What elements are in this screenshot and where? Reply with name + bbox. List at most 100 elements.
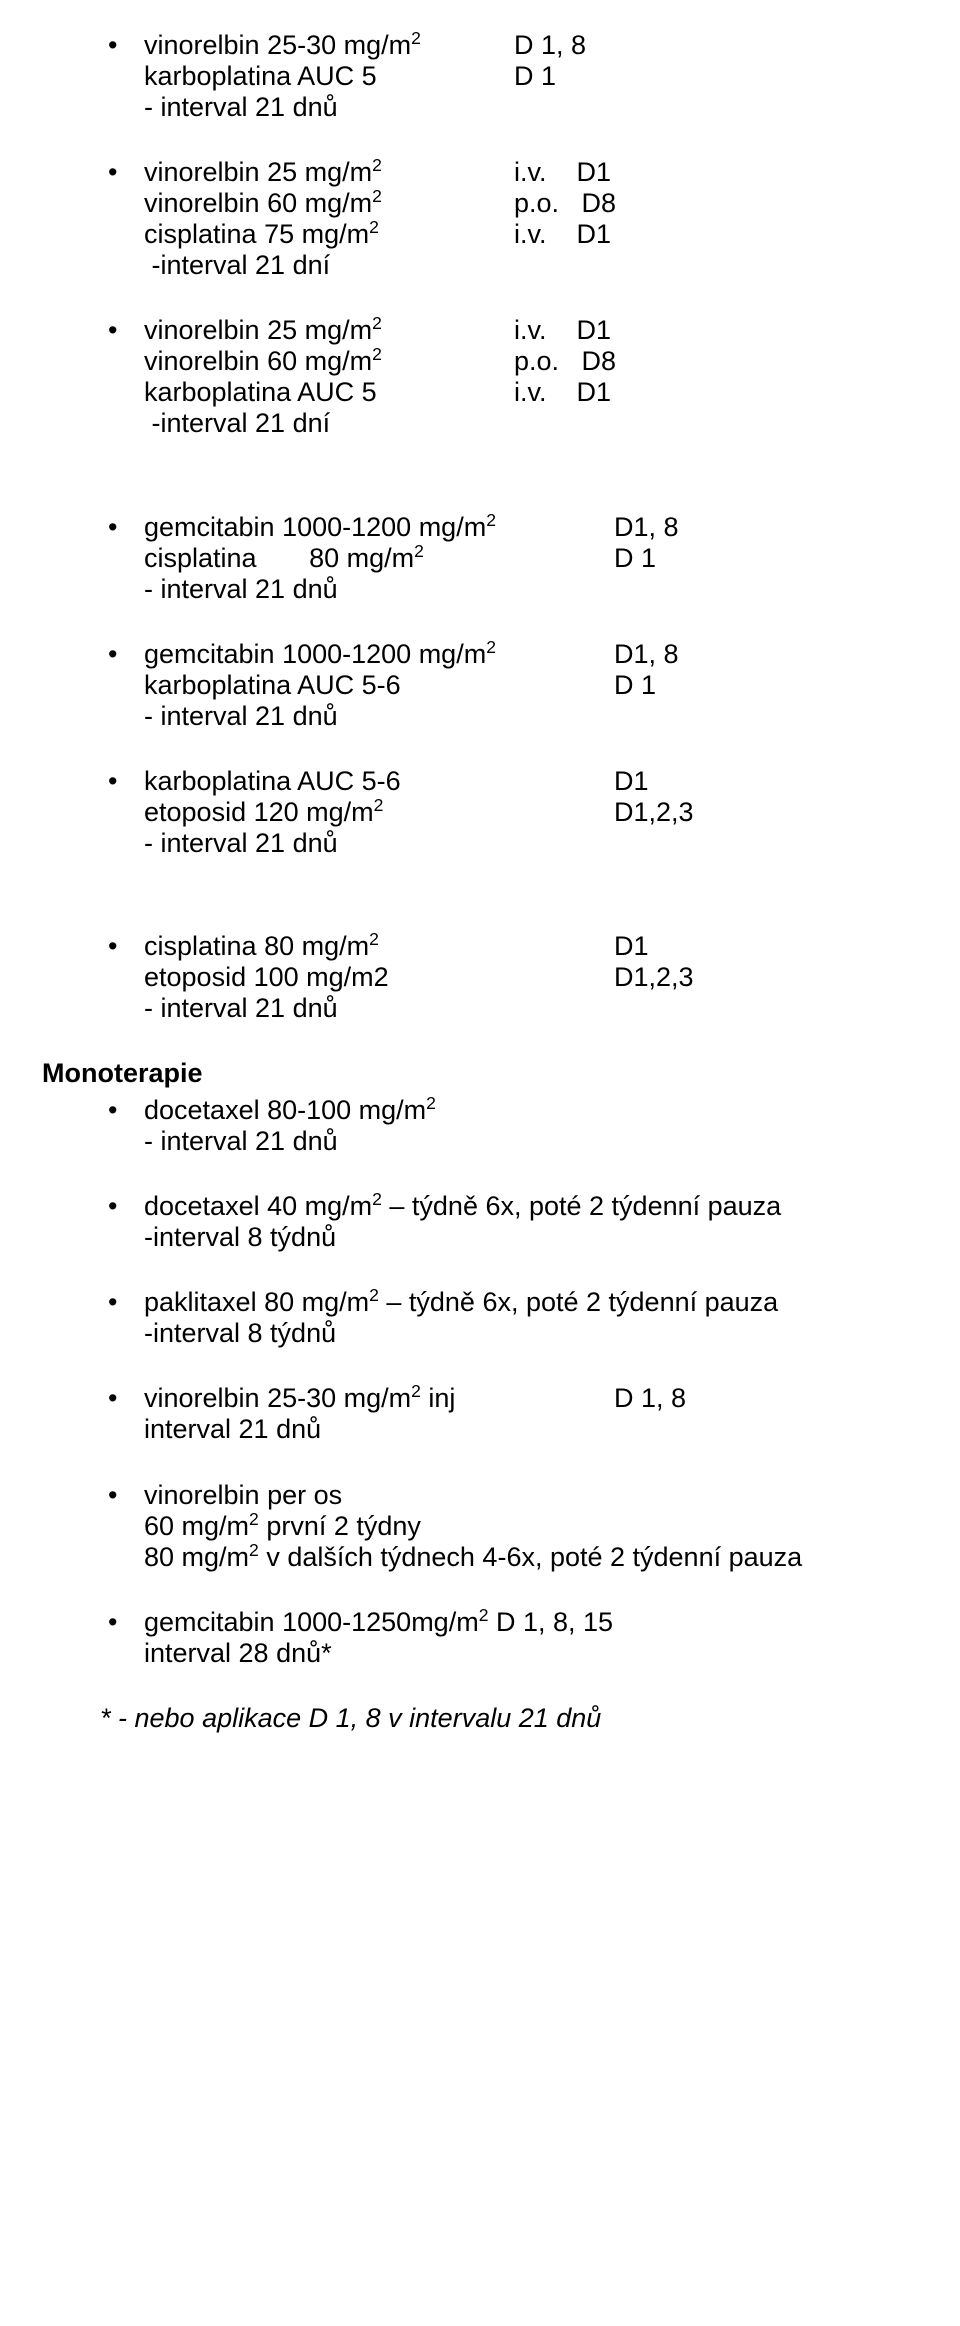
section-heading: Monoterapie (42, 1058, 960, 1089)
regimen-line: - interval 21 dnů (144, 701, 960, 732)
drug-text: vinorelbin 25-30 mg/m2 (144, 30, 514, 61)
schedule-text: D 1, 8 (614, 1383, 686, 1414)
schedule-text: D1,2,3 (614, 962, 694, 993)
regimen-line: karboplatina AUC 5-6D 1 (144, 670, 960, 701)
schedule-text: D 1 (614, 543, 656, 574)
drug-text: - interval 21 dnů (144, 1126, 338, 1157)
schedule-text: D 1, 8 (514, 30, 586, 61)
drug-text: vinorelbin per os (144, 1480, 342, 1511)
regimen-line: paklitaxel 80 mg/m2 – týdně 6x, poté 2 t… (144, 1287, 960, 1318)
regimen-line: vinorelbin 25-30 mg/m2 injD 1, 8 (144, 1383, 960, 1414)
drug-text: -interval 21 dní (144, 408, 330, 439)
drug-text: gemcitabin 1000-1250mg/m2 D 1, 8, 15 (144, 1607, 613, 1638)
regimen-item: vinorelbin 25 mg/m2i.v. D1vinorelbin 60 … (100, 157, 960, 281)
regimen-line: -interval 8 týdnů (144, 1318, 960, 1349)
regimen-line: - interval 21 dnů (144, 1126, 960, 1157)
regimen-item: gemcitabin 1000-1200 mg/m2D1, 8cisplatin… (100, 512, 960, 605)
regimen-line: gemcitabin 1000-1250mg/m2 D 1, 8, 15 (144, 1607, 960, 1638)
regimen-line: docetaxel 80-100 mg/m2 (144, 1095, 960, 1126)
drug-text: vinorelbin 25 mg/m2 (144, 315, 514, 346)
regimen-line: karboplatina AUC 5i.v. D1 (144, 377, 960, 408)
regimen-line: vinorelbin 60 mg/m2p.o. D8 (144, 346, 960, 377)
drug-text: interval 28 dnů* (144, 1638, 332, 1669)
drug-text: paklitaxel 80 mg/m2 – týdně 6x, poté 2 t… (144, 1287, 778, 1318)
section-gap (100, 474, 960, 512)
section-gap (100, 893, 960, 931)
drug-text: vinorelbin 60 mg/m2 (144, 188, 514, 219)
drug-text: karboplatina AUC 5-6 (144, 766, 614, 797)
drug-text: -interval 8 týdnů (144, 1318, 336, 1349)
drug-text: -interval 21 dní (144, 250, 330, 281)
regimen-line: karboplatina AUC 5D 1 (144, 61, 960, 92)
regimen-line: - interval 21 dnů (144, 993, 960, 1024)
regimen-line: gemcitabin 1000-1200 mg/m2D1, 8 (144, 639, 960, 670)
drug-text: gemcitabin 1000-1200 mg/m2 (144, 639, 614, 670)
schedule-text: D1, 8 (614, 512, 679, 543)
drug-text: gemcitabin 1000-1200 mg/m2 (144, 512, 614, 543)
regimen-line: interval 21 dnů (144, 1414, 960, 1445)
regimen-item: cisplatina 80 mg/m2D1etoposid 100 mg/m2D… (100, 931, 960, 1024)
drug-text: cisplatina 75 mg/m2 (144, 219, 514, 250)
regimen-item: vinorelbin 25 mg/m2i.v. D1vinorelbin 60 … (100, 315, 960, 439)
schedule-text: D1,2,3 (614, 797, 694, 828)
regimen-item: vinorelbin 25-30 mg/m2D 1, 8karboplatina… (100, 30, 960, 123)
schedule-text: D1 (614, 931, 649, 962)
drug-text: karboplatina AUC 5 (144, 377, 514, 408)
drug-text: 60 mg/m2 první 2 týdny (144, 1511, 421, 1542)
schedule-text: D 1 (614, 670, 656, 701)
drug-text: interval 21 dnů (144, 1414, 321, 1445)
regimen-list: vinorelbin 25-30 mg/m2D 1, 8karboplatina… (100, 30, 960, 1669)
regimen-line: vinorelbin 25 mg/m2i.v. D1 (144, 157, 960, 188)
drug-text: karboplatina AUC 5 (144, 61, 514, 92)
schedule-text: p.o. D8 (514, 188, 616, 219)
schedule-text: i.v. D1 (514, 377, 611, 408)
footnote: * - nebo aplikace D 1, 8 v intervalu 21 … (100, 1703, 960, 1734)
regimen-item: docetaxel 40 mg/m2 – týdně 6x, poté 2 tý… (100, 1191, 960, 1253)
regimen-item: gemcitabin 1000-1200 mg/m2D1, 8karboplat… (100, 639, 960, 732)
drug-text: vinorelbin 25 mg/m2 (144, 157, 514, 188)
regimen-line: 60 mg/m2 první 2 týdny (144, 1511, 960, 1542)
regimen-item: gemcitabin 1000-1250mg/m2 D 1, 8, 15inte… (100, 1607, 960, 1669)
drug-text: etoposid 120 mg/m2 (144, 797, 614, 828)
regimen-item: karboplatina AUC 5-6D1etoposid 120 mg/m2… (100, 766, 960, 859)
schedule-text: i.v. D1 (514, 157, 611, 188)
drug-text: docetaxel 80-100 mg/m2 (144, 1095, 436, 1126)
regimen-item: vinorelbin per os60 mg/m2 první 2 týdny8… (100, 1480, 960, 1573)
regimen-line: vinorelbin 60 mg/m2p.o. D8 (144, 188, 960, 219)
schedule-text: D 1 (514, 61, 556, 92)
schedule-text: i.v. D1 (514, 315, 611, 346)
drug-text: etoposid 100 mg/m2 (144, 962, 614, 993)
drug-text: vinorelbin 25-30 mg/m2 inj (144, 1383, 614, 1414)
regimen-item: paklitaxel 80 mg/m2 – týdně 6x, poté 2 t… (100, 1287, 960, 1349)
regimen-item: docetaxel 80-100 mg/m2- interval 21 dnů (100, 1095, 960, 1157)
schedule-text: i.v. D1 (514, 219, 611, 250)
regimen-line: -interval 8 týdnů (144, 1222, 960, 1253)
regimen-line: cisplatina 75 mg/m2i.v. D1 (144, 219, 960, 250)
regimen-line: etoposid 100 mg/m2D1,2,3 (144, 962, 960, 993)
drug-text: - interval 21 dnů (144, 92, 338, 123)
drug-text: vinorelbin 60 mg/m2 (144, 346, 514, 377)
regimen-line: 80 mg/m2 v dalších týdnech 4-6x, poté 2 … (144, 1542, 960, 1573)
drug-text: - interval 21 dnů (144, 574, 338, 605)
schedule-text: D1, 8 (614, 639, 679, 670)
regimen-line: interval 28 dnů* (144, 1638, 960, 1669)
schedule-text: p.o. D8 (514, 346, 616, 377)
regimen-line: cisplatina 80 mg/m2D 1 (144, 543, 960, 574)
regimen-line: gemcitabin 1000-1200 mg/m2D1, 8 (144, 512, 960, 543)
regimen-line: - interval 21 dnů (144, 828, 960, 859)
drug-text: docetaxel 40 mg/m2 – týdně 6x, poté 2 tý… (144, 1191, 781, 1222)
regimen-line: - interval 21 dnů (144, 574, 960, 605)
drug-text: - interval 21 dnů (144, 993, 338, 1024)
regimen-line: vinorelbin 25 mg/m2i.v. D1 (144, 315, 960, 346)
regimen-line: karboplatina AUC 5-6D1 (144, 766, 960, 797)
regimen-line: vinorelbin 25-30 mg/m2D 1, 8 (144, 30, 960, 61)
drug-text: karboplatina AUC 5-6 (144, 670, 614, 701)
drug-text: - interval 21 dnů (144, 828, 338, 859)
drug-text: cisplatina 80 mg/m2 (144, 543, 614, 574)
drug-text: - interval 21 dnů (144, 701, 338, 732)
drug-text: 80 mg/m2 v dalších týdnech 4-6x, poté 2 … (144, 1542, 802, 1573)
schedule-text: D1 (614, 766, 649, 797)
regimen-line: -interval 21 dní (144, 250, 960, 281)
regimen-line: -interval 21 dní (144, 408, 960, 439)
drug-text: -interval 8 týdnů (144, 1222, 336, 1253)
